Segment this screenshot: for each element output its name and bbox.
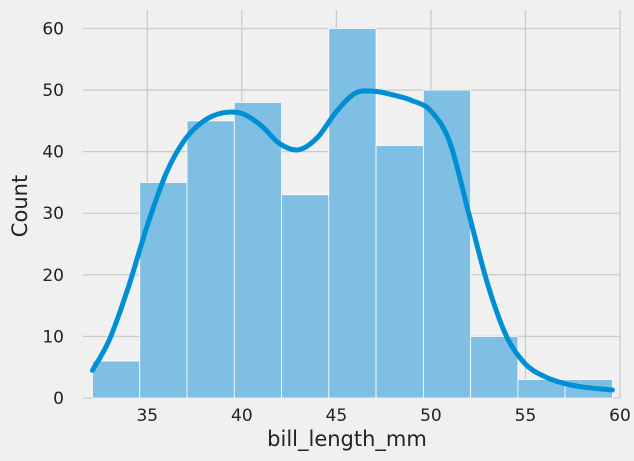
y-tick-label: 40	[42, 143, 64, 163]
y-tick-label: 60	[42, 19, 64, 39]
x-tick-label: 60	[609, 406, 631, 426]
kde-layer	[89, 88, 615, 393]
histogram-bar	[233, 101, 282, 399]
histogram-bar	[139, 182, 188, 399]
y-tick-label: 20	[42, 266, 64, 286]
bars-layer	[92, 28, 613, 399]
histogram-bar	[375, 145, 424, 399]
histogram-bar	[281, 194, 330, 399]
y-tick-label: 10	[42, 327, 64, 347]
x-axis-label: bill_length_mm	[267, 427, 427, 452]
y-axis-label: Count	[8, 175, 32, 237]
y-tick-label: 30	[42, 204, 64, 224]
x-tick-label: 55	[515, 406, 537, 426]
y-tick-label: 0	[53, 389, 64, 409]
ticks-layer: 35 40 45 50 55 60 0 10 20 30 40 50 60	[42, 19, 630, 426]
y-tick-label: 50	[42, 81, 64, 101]
histogram-bar	[328, 28, 377, 399]
histogram-bar	[92, 360, 141, 399]
kde-curve	[89, 88, 615, 393]
x-tick-label: 35	[136, 406, 158, 426]
x-tick-label: 50	[420, 406, 442, 426]
histogram-bar	[186, 120, 235, 399]
x-tick-label: 40	[231, 406, 253, 426]
x-tick-label: 45	[326, 406, 348, 426]
